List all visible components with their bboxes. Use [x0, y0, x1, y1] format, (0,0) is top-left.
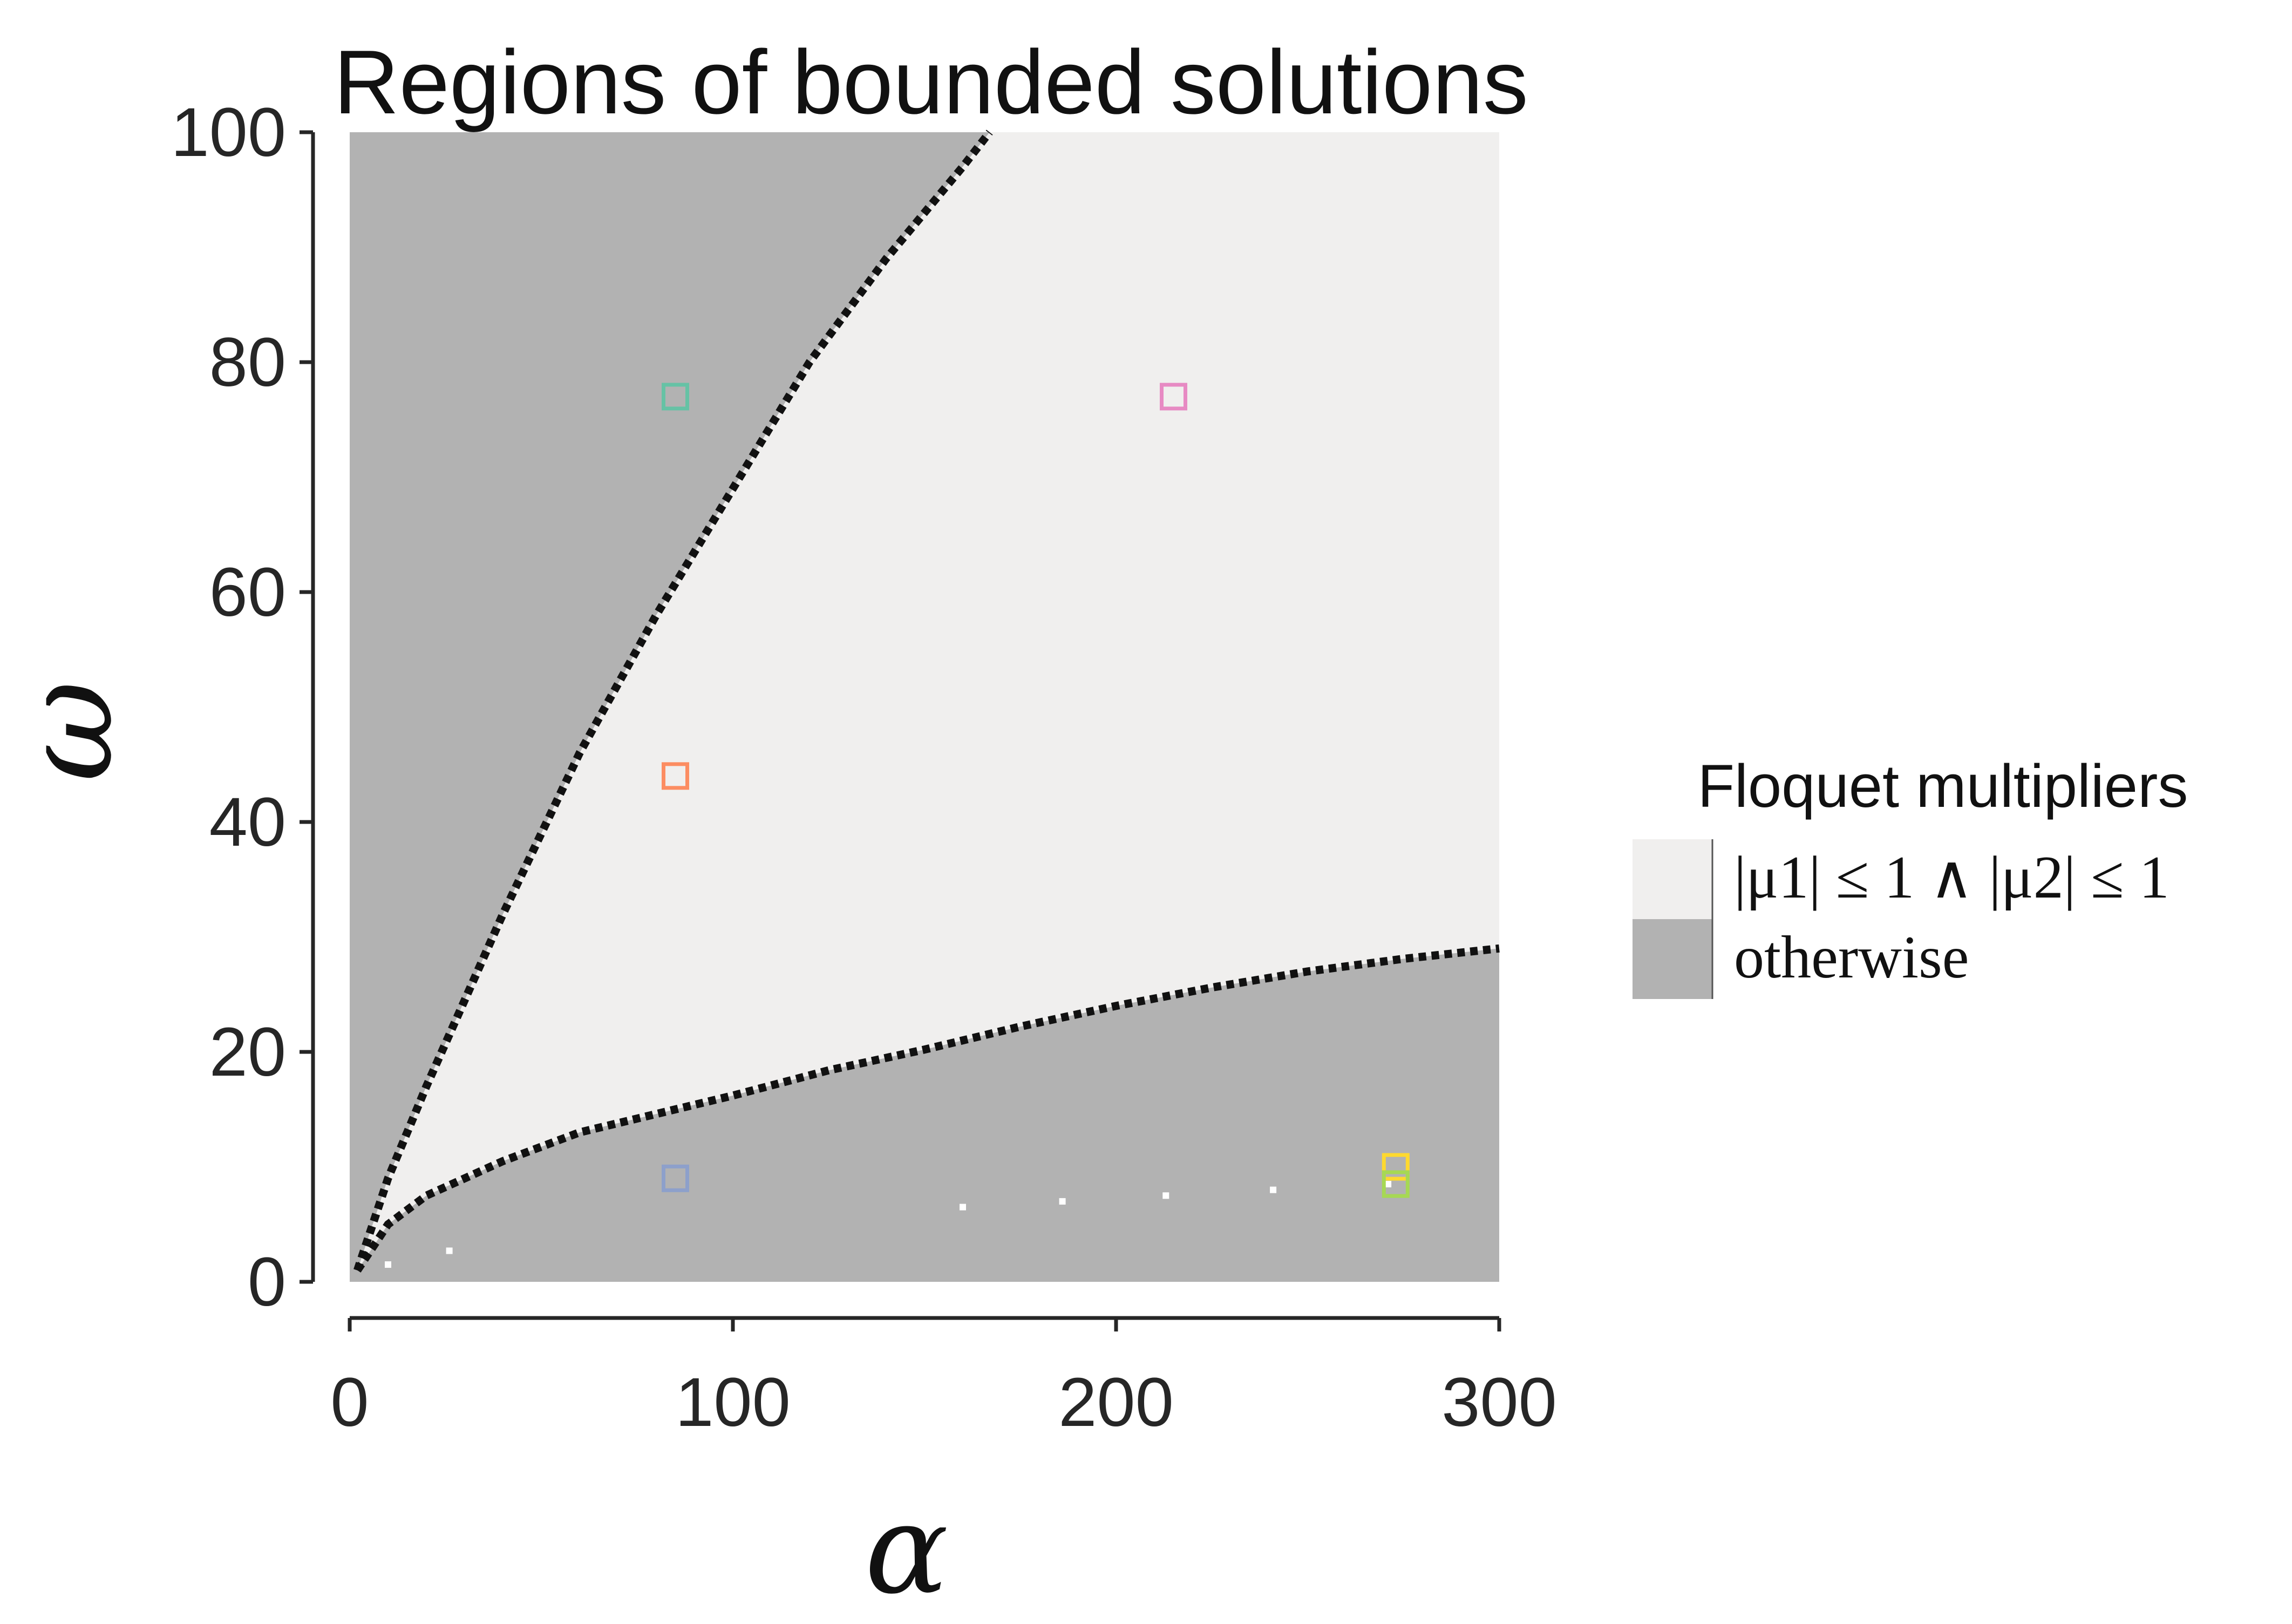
marker-pink [1160, 383, 1187, 411]
y-tick-label-20: 20 [209, 1014, 286, 1091]
marker-green [662, 383, 689, 411]
legend: Floquet multipliers |μ1| ≤ 1 ∧ |μ2| ≤ 1 o… [1633, 752, 2188, 999]
marker-blue [662, 1164, 689, 1192]
residual-dot-0 [385, 1261, 391, 1268]
legend-title: Floquet multipliers [1698, 752, 2188, 820]
residual-dot-4 [1162, 1192, 1169, 1199]
marker-yellow [1382, 1153, 1410, 1181]
plot-area [350, 130, 1500, 1282]
y-tick-label-40: 40 [209, 784, 286, 861]
marker-orange [662, 762, 689, 790]
y-axis-label: ω [0, 681, 140, 782]
lower-boundary [353, 944, 1500, 1273]
residual-dot-3 [1059, 1198, 1066, 1205]
legend-label-bounded: |μ1| ≤ 1 ∧ |μ2| ≤ 1 [1734, 844, 2169, 911]
y-tick-label-60: 60 [209, 554, 286, 631]
x-axis-label: α [865, 1478, 948, 1622]
y-tick-label-100: 100 [171, 94, 286, 171]
residual-dot-6 [1385, 1180, 1392, 1187]
residual-dot-1 [446, 1247, 453, 1254]
y-tick-label-0: 0 [248, 1244, 286, 1321]
chart-title: Regions of bounded solutions [334, 31, 1528, 133]
legend-entries: |μ1| ≤ 1 ∧ |μ2| ≤ 1 otherwise [1633, 839, 2169, 999]
y-tick-label-80: 80 [209, 324, 286, 401]
axes: 0 20 40 60 80 100 0 100 200 300 [171, 94, 1556, 1441]
legend-swatch-bounded [1633, 839, 1712, 919]
residual-dot-2 [960, 1204, 966, 1211]
x-tick-label-300: 300 [1441, 1364, 1557, 1441]
legend-label-otherwise: otherwise [1734, 924, 1969, 991]
upper-boundary [353, 130, 993, 1272]
residual-dot-5 [1270, 1186, 1277, 1193]
marker-lime [1382, 1170, 1410, 1198]
x-tick-label-100: 100 [675, 1364, 791, 1441]
x-tick-label-200: 200 [1058, 1364, 1174, 1441]
x-tick-label-0: 0 [330, 1364, 369, 1441]
legend-swatch-otherwise [1633, 919, 1712, 999]
